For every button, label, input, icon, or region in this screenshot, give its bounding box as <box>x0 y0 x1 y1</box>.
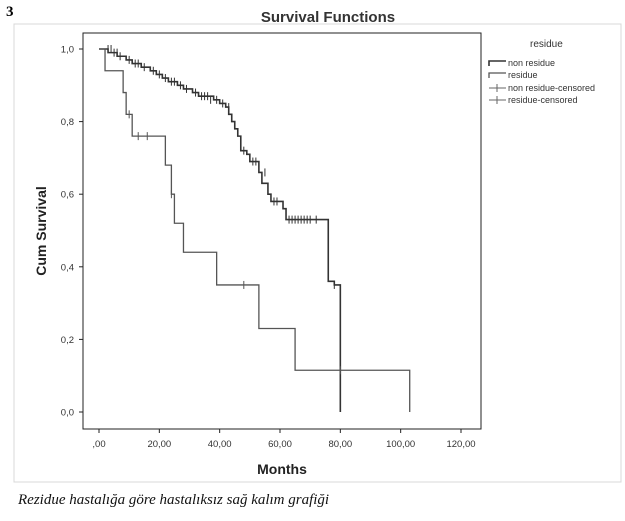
legend-swatch <box>488 72 506 78</box>
y-tick-label: 0,4 <box>61 262 74 273</box>
x-tick-label: ,00 <box>92 439 105 450</box>
legend: residue non residue residue non residue-ce… <box>488 39 595 105</box>
y-axis: 0,0 0,2 0,4 0,6 0,8 1,0 <box>61 45 83 419</box>
x-tick-label: 60,00 <box>268 439 292 450</box>
x-tick-label: 20,00 <box>147 439 171 450</box>
plot-area <box>82 32 482 430</box>
y-tick-label: 0,6 <box>61 190 74 201</box>
x-tick-label: 40,00 <box>208 439 232 450</box>
legend-label: non residue-censored <box>508 83 595 93</box>
chart-title: Survival Functions <box>261 9 395 26</box>
y-axis-title: Cum Survival <box>33 186 49 275</box>
x-tick-label: 100,00 <box>386 439 415 450</box>
y-tick-label: 0,2 <box>61 335 74 346</box>
series-line-non-residue <box>99 48 342 412</box>
legend-label: residue-censored <box>508 95 578 105</box>
legend-swatch <box>488 60 506 66</box>
x-tick-label: 120,00 <box>446 439 475 450</box>
legend-title: residue <box>530 39 563 50</box>
series-line-residue <box>99 48 411 412</box>
series-layer <box>99 45 411 412</box>
panel-label: 3 <box>6 4 14 20</box>
x-axis-title: Months <box>257 461 307 477</box>
legend-label: residue <box>508 70 538 80</box>
figure-caption: Rezidue hastalığa göre hastalıksız sağ k… <box>18 492 330 508</box>
y-tick-label: 1,0 <box>61 45 74 56</box>
legend-label: non residue <box>508 58 555 68</box>
y-tick-label: 0,0 <box>61 408 74 419</box>
x-tick-label: 80,00 <box>328 439 352 450</box>
y-tick-label: 0,8 <box>61 117 74 128</box>
x-axis: ,00 20,00 40,00 60,00 80,00 100,00 120,00 <box>92 429 476 450</box>
